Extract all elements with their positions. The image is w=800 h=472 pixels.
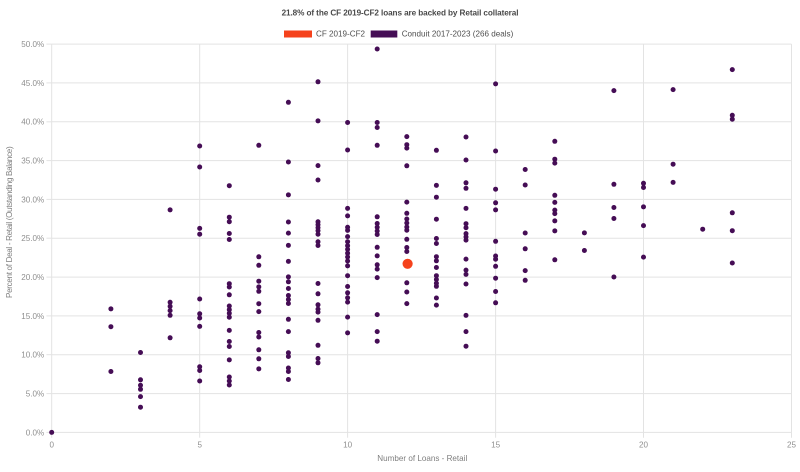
svg-text:25: 25 <box>787 440 797 449</box>
svg-text:45.0%: 45.0% <box>21 79 44 88</box>
svg-text:0: 0 <box>49 440 54 449</box>
svg-text:50.0%: 50.0% <box>21 40 44 49</box>
svg-text:Number of Loans - Retail: Number of Loans - Retail <box>377 454 467 463</box>
svg-text:25.0%: 25.0% <box>21 234 44 243</box>
svg-text:Percent of Deal - Retail (Outs: Percent of Deal - Retail (Outstanding Ba… <box>5 146 14 298</box>
svg-text:40.0%: 40.0% <box>21 118 44 127</box>
svg-text:0.0%: 0.0% <box>26 428 44 437</box>
svg-text:35.0%: 35.0% <box>21 157 44 166</box>
svg-text:5: 5 <box>197 440 202 449</box>
svg-text:5.0%: 5.0% <box>26 390 44 399</box>
svg-text:30.0%: 30.0% <box>21 195 44 204</box>
svg-text:21.8% of the CF 2019-CF2 loans: 21.8% of the CF 2019-CF2 loans are backe… <box>282 8 519 17</box>
svg-text:10: 10 <box>343 440 353 449</box>
svg-text:20.0%: 20.0% <box>21 273 44 282</box>
svg-text:Conduit 2017-2023 (266 deals): Conduit 2017-2023 (266 deals) <box>402 29 514 38</box>
svg-text:15.0%: 15.0% <box>21 312 44 321</box>
svg-text:CF 2019-CF2: CF 2019-CF2 <box>316 29 366 38</box>
svg-text:10.0%: 10.0% <box>21 351 44 360</box>
svg-text:15: 15 <box>491 440 501 449</box>
svg-text:20: 20 <box>639 440 649 449</box>
